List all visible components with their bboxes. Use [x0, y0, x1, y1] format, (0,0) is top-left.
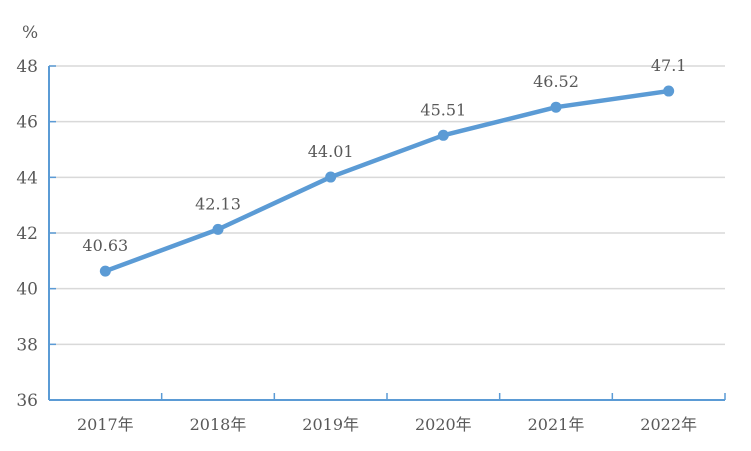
- data-label: 45.51: [420, 100, 466, 119]
- data-point: [437, 129, 449, 141]
- data-label: 46.52: [533, 72, 579, 91]
- data-point: [325, 171, 337, 183]
- data-point: [550, 101, 562, 113]
- x-tick-label: 2019年: [302, 415, 359, 434]
- x-tick-label: 2021年: [528, 415, 585, 434]
- y-tick-label: 38: [16, 335, 38, 355]
- y-tick-label: 40: [16, 280, 38, 300]
- data-point: [212, 223, 224, 235]
- data-point: [99, 265, 111, 277]
- y-tick-label: 46: [16, 113, 38, 133]
- data-label: 40.63: [82, 236, 128, 255]
- y-tick-label: 36: [16, 391, 38, 411]
- x-tick-label: 2020年: [415, 415, 472, 434]
- x-tick-label: 2022年: [640, 415, 697, 434]
- x-tick-label: 2018年: [190, 415, 247, 434]
- data-label: 44.01: [308, 142, 354, 161]
- series-line: [104, 88, 669, 274]
- y-tick-label: 48: [16, 57, 38, 77]
- data-label: 42.13: [195, 194, 241, 213]
- x-tick-label: 2017年: [77, 415, 134, 434]
- data-point: [663, 85, 675, 97]
- y-tick-label: 42: [16, 224, 38, 244]
- y-tick-label: 44: [16, 168, 38, 188]
- y-axis-unit-label: %: [22, 23, 38, 43]
- data-label: 47.1: [651, 56, 687, 75]
